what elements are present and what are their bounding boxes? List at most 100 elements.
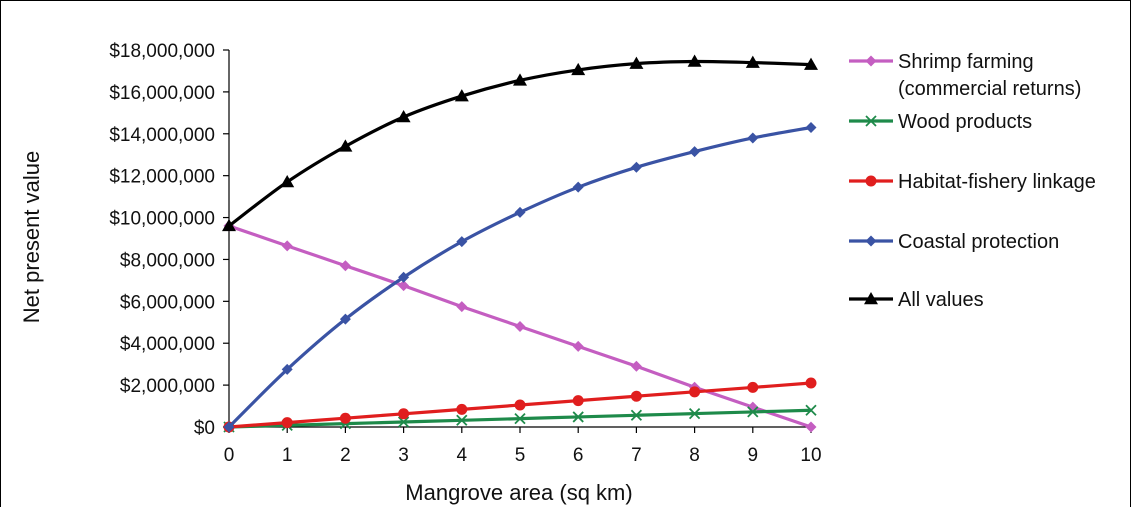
- data-point-coastal-protection: [223, 421, 235, 433]
- legend-marker-habitat-fishery-linkage: [865, 175, 877, 187]
- data-point-all-values: [280, 174, 295, 188]
- data-point-wood-products-stroke: [805, 404, 817, 416]
- series-line-coastal-protection: [227, 125, 812, 429]
- legend: Shrimp farming (commercial returns) Wood p…: [849, 51, 1096, 311]
- y-axis-title: Net present value: [19, 151, 44, 323]
- data-point-coastal-protection: [398, 271, 410, 283]
- legend-item-habitat-fishery-linkage: Habitat-fishery linkage: [849, 171, 1096, 193]
- data-point-habitat-fishery-linkage: [398, 408, 410, 420]
- x-tick-label: 6: [573, 445, 584, 466]
- y-tick-label: $18,000,000: [109, 41, 215, 62]
- x-tick-label: 5: [515, 445, 526, 466]
- data-point-habitat-fishery-linkage: [689, 386, 701, 398]
- y-tick-label: $10,000,000: [109, 209, 215, 230]
- legend-marker-wood-products: [865, 115, 877, 127]
- data-point-coastal-protection: [456, 236, 468, 248]
- series-layer: [222, 54, 818, 433]
- data-point-habitat-fishery-linkage: [630, 390, 642, 402]
- data-point-wood-products: [572, 411, 584, 423]
- data-point-habitat-fishery-linkage: [514, 399, 526, 411]
- x-tick-label: 4: [457, 445, 468, 466]
- data-point-all-values: [454, 89, 469, 102]
- data-point-habitat-fishery-linkage: [456, 403, 468, 415]
- data-point-wood-products: [630, 409, 643, 421]
- data-point-shrimp-farming-commercial-returns: [281, 240, 293, 252]
- data-point-coastal-protection: [514, 206, 526, 218]
- data-point-wood-products: [456, 414, 468, 426]
- y-tick-label: $8,000,000: [120, 250, 215, 271]
- data-point-all-values: [687, 54, 702, 67]
- data-point-all-values: [222, 218, 236, 232]
- data-point-wood-products: [688, 407, 701, 420]
- series-all-values: [222, 54, 818, 232]
- data-point-habitat-fishery-linkage: [747, 381, 759, 393]
- data-point-coastal-protection: [630, 161, 642, 173]
- data-point-wood-products-stroke: [747, 406, 759, 418]
- data-point-all-values: [396, 110, 411, 123]
- data-point-coastal-protection: [689, 146, 701, 158]
- legend-item-wood-products: Wood products: [849, 111, 1032, 133]
- data-point-coastal-protection: [339, 313, 351, 325]
- data-point-wood-products-stroke: [630, 409, 643, 421]
- legend-label: Shrimp farming: [898, 51, 1034, 73]
- data-point-habitat-fishery-linkage: [339, 412, 351, 424]
- data-point-shrimp-farming-commercial-returns: [339, 260, 351, 272]
- series-coastal-protection: [223, 121, 817, 433]
- data-point-coastal-protection: [747, 132, 759, 144]
- legend-item-all-values: All values: [849, 289, 984, 311]
- data-point-habitat-fishery-linkage: [281, 417, 293, 429]
- legend-label: Habitat-fishery linkage: [898, 171, 1096, 193]
- data-point-shrimp-farming-commercial-returns: [456, 301, 468, 313]
- legend-marker-wood-products-stroke: [865, 115, 877, 127]
- data-point-wood-products-stroke: [688, 407, 701, 420]
- data-point-coastal-protection: [572, 181, 584, 193]
- data-point-habitat-fishery-linkage: [805, 377, 817, 389]
- legend-label: Coastal protection: [898, 231, 1059, 253]
- y-tick-label: $14,000,000: [109, 125, 215, 146]
- data-point-shrimp-farming-commercial-returns: [514, 320, 526, 332]
- x-tick-label: 2: [340, 445, 351, 466]
- x-tick-label: 0: [224, 445, 235, 466]
- x-tick-label: 8: [689, 445, 700, 466]
- data-point-all-values: [338, 139, 353, 152]
- legend-item-shrimp-farming-commercial-returns: Shrimp farming (commercial returns): [849, 51, 1081, 100]
- legend-item-coastal-protection: Coastal protection: [849, 231, 1059, 253]
- y-tick-label: $4,000,000: [120, 334, 215, 355]
- legend-marker-coastal-protection: [865, 235, 877, 247]
- y-tick-label: $2,000,000: [120, 376, 215, 397]
- data-point-all-values: [571, 62, 586, 76]
- x-tick-label: 1: [282, 445, 293, 466]
- legend-label: Wood products: [898, 111, 1032, 133]
- data-point-wood-products: [805, 404, 817, 416]
- x-tick-label: 10: [800, 445, 821, 466]
- data-point-wood-products-stroke: [572, 411, 584, 423]
- data-point-all-values: [629, 56, 644, 69]
- data-point-wood-products-stroke: [514, 412, 526, 425]
- data-point-wood-products-stroke: [397, 416, 410, 428]
- x-tick-label: 3: [398, 445, 409, 466]
- data-point-wood-products: [514, 412, 526, 425]
- axes: $0 $2,000,000 $4,000,000 $6,000,000 $8,000,0…: [109, 41, 821, 466]
- data-point-shrimp-farming-commercial-returns: [398, 280, 410, 292]
- y-tick-label: $6,000,000: [120, 292, 215, 313]
- y-tick-label: $0: [194, 418, 215, 439]
- data-point-coastal-protection: [805, 121, 817, 133]
- data-point-wood-products: [747, 406, 759, 418]
- x-axis-title: Mangrove area (sq km): [405, 480, 632, 505]
- data-point-all-values: [804, 57, 818, 70]
- data-point-wood-products: [397, 416, 410, 428]
- legend-label: All values: [898, 289, 984, 311]
- data-point-shrimp-farming-commercial-returns: [572, 340, 584, 352]
- legend-marker-all-values: [864, 292, 878, 305]
- data-point-habitat-fishery-linkage: [572, 395, 584, 407]
- data-point-shrimp-farming-commercial-returns: [630, 360, 642, 372]
- x-tick-label: 9: [748, 445, 759, 466]
- series-habitat-fishery-linkage: [223, 377, 817, 433]
- data-point-all-values: [513, 73, 527, 86]
- data-point-shrimp-farming-commercial-returns: [805, 421, 817, 433]
- legend-marker-shrimp-farming-commercial-returns: [865, 55, 877, 67]
- data-point-all-values: [745, 55, 760, 68]
- data-point-coastal-protection: [281, 363, 293, 375]
